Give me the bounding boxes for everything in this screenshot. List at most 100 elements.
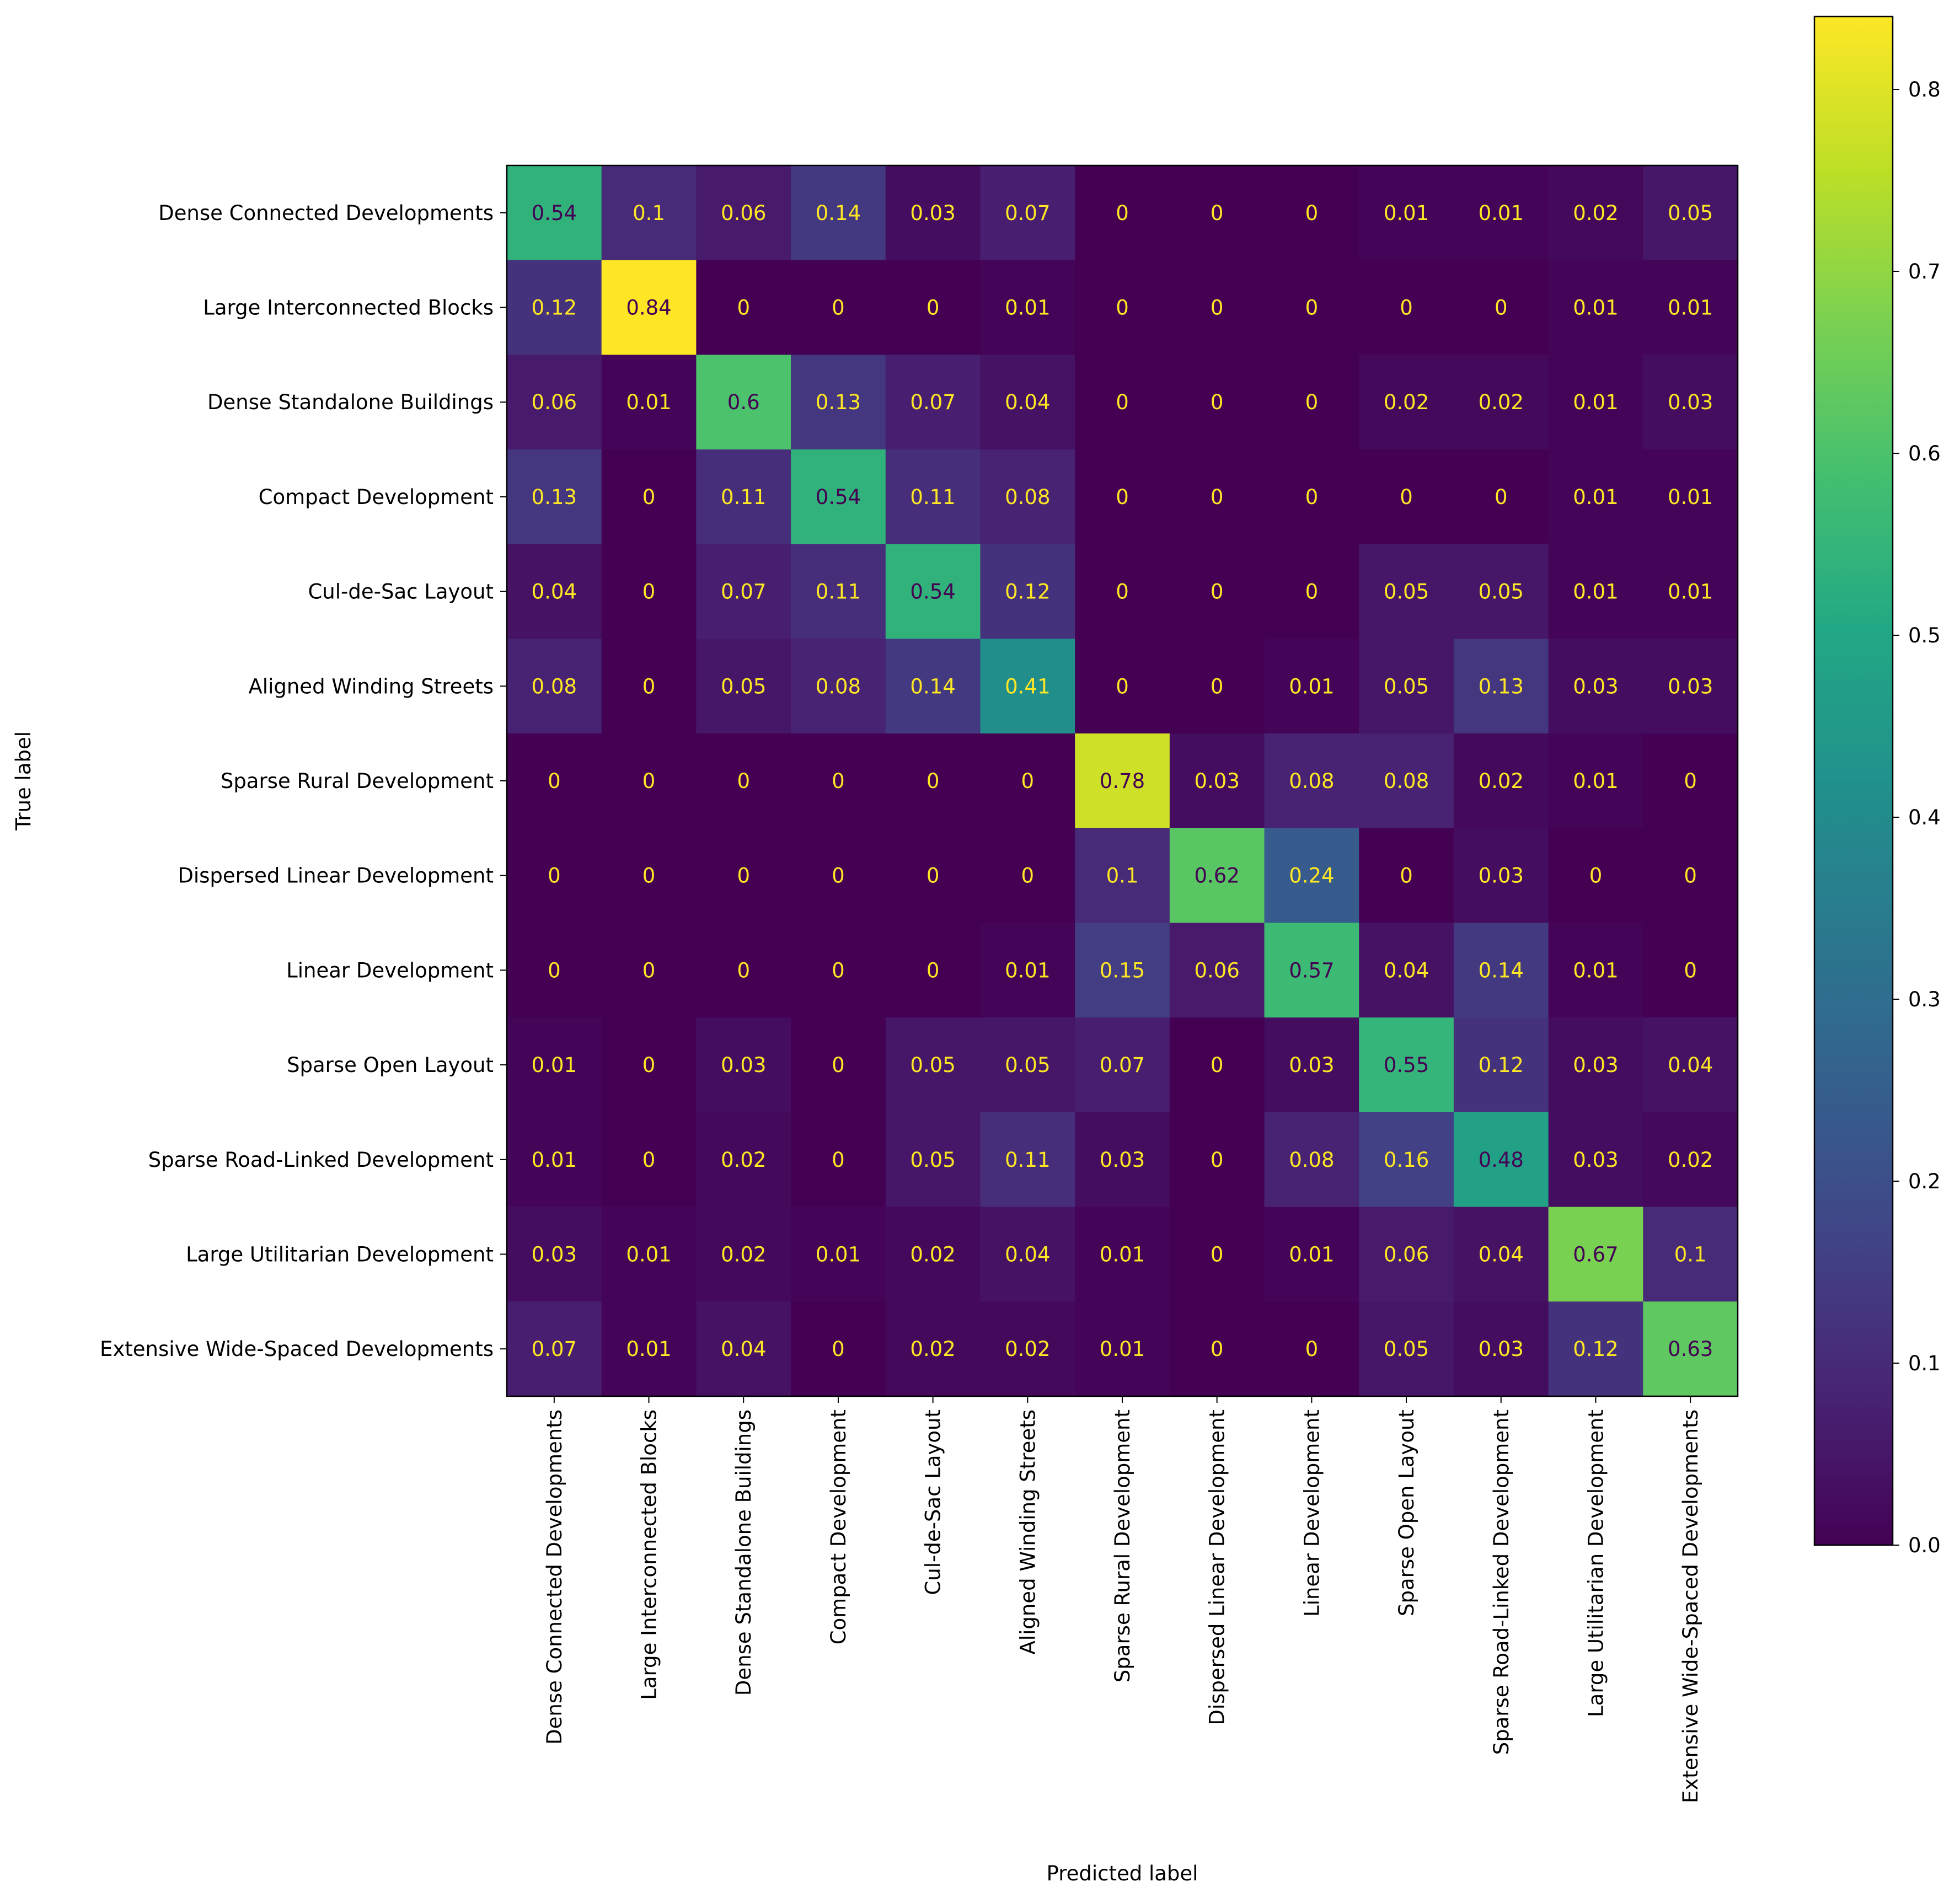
- heatmap-cell: [885, 1207, 981, 1302]
- cell-value: 0.05: [1005, 1053, 1050, 1077]
- cell-value: 0.07: [910, 390, 955, 414]
- x-tick-label: Compact Development: [827, 1409, 850, 1644]
- y-tick-label: Sparse Road-Linked Development: [148, 1148, 494, 1172]
- cell-value: 0: [642, 1148, 656, 1172]
- heatmap-cell: [1643, 260, 1738, 355]
- colorbar-tick-label: 0.7: [1908, 260, 1941, 283]
- cell-value: 0.02: [1668, 1148, 1713, 1172]
- cell-value: 0.01: [1479, 201, 1524, 225]
- cell-value: 0.03: [1479, 864, 1524, 888]
- cell-value: 0: [1495, 485, 1508, 509]
- heatmap-cell: [1643, 923, 1738, 1018]
- heatmap-cell: [507, 1112, 602, 1208]
- cell-value: 0: [737, 958, 750, 982]
- cell-value: 0: [832, 1148, 845, 1172]
- cell-value: 0.01: [816, 1242, 861, 1266]
- cell-value: 0: [1211, 1337, 1224, 1361]
- heatmap-cell: [791, 1112, 886, 1208]
- cell-value: 0.04: [721, 1337, 766, 1361]
- heatmap-cell: [980, 355, 1075, 450]
- heatmap-cell: [601, 1112, 697, 1208]
- cell-value: 0.04: [1479, 1242, 1524, 1266]
- cell-value: 0.1: [633, 201, 665, 225]
- heatmap-cell: [1359, 449, 1454, 545]
- cell-value: 0: [832, 864, 845, 888]
- y-tick-label: Compact Development: [259, 485, 494, 509]
- cell-value: 0.01: [532, 1053, 577, 1077]
- cell-value: 0.12: [1005, 580, 1050, 604]
- heatmap-cell: [1359, 355, 1454, 450]
- heatmap-cell: [1643, 1207, 1738, 1302]
- heatmap-cell: [885, 1301, 981, 1397]
- heatmap-cell: [1643, 165, 1738, 261]
- colorbar-tick-label: 0.5: [1908, 624, 1941, 647]
- cell-value: 0.02: [1005, 1337, 1050, 1361]
- cell-value: 0.06: [1384, 1242, 1429, 1266]
- heatmap-cell: [1548, 544, 1643, 640]
- cell-value: 0.01: [1573, 296, 1618, 320]
- cell-value: 0: [1305, 580, 1319, 604]
- heatmap-cell: [885, 923, 981, 1018]
- heatmap-cell: [791, 355, 886, 450]
- cell-value: 0: [1116, 390, 1129, 414]
- heatmap-cell: [507, 544, 602, 640]
- cell-value: 0.08: [1289, 1148, 1334, 1172]
- cell-value: 0: [737, 296, 750, 320]
- cell-value: 0.03: [1668, 390, 1713, 414]
- heatmap-cell: [1548, 355, 1643, 450]
- cell-value: 0: [1116, 674, 1129, 698]
- heatmap-cell: [791, 165, 886, 261]
- cell-value: 0: [642, 1053, 656, 1077]
- cell-value: 0: [642, 769, 656, 793]
- heatmap-cell: [1359, 1301, 1454, 1397]
- heatmap-cell: [885, 828, 981, 924]
- cell-value: 0: [642, 674, 656, 698]
- cell-value: 0.78: [1100, 769, 1145, 793]
- y-tick-label: Linear Development: [286, 958, 494, 982]
- cell-value: 0.1: [1674, 1242, 1707, 1266]
- cell-value: 0.03: [1668, 674, 1713, 698]
- heatmap-cell: [885, 260, 981, 355]
- cell-value: 0.03: [1289, 1053, 1334, 1077]
- cell-value: 0.05: [1479, 580, 1524, 604]
- cell-value: 0.05: [1384, 580, 1429, 604]
- x-tick-label: Extensive Wide-Spaced Developments: [1679, 1409, 1702, 1803]
- heatmap-cell: [1548, 733, 1643, 829]
- heatmap-cell: [885, 165, 981, 261]
- colorbar-tick-label: 0.8: [1908, 78, 1941, 101]
- colorbar-ticks: 0.0 0.1 0.2 0.3 0.4 0.5 0.6 0.7 0.8: [1893, 78, 1941, 1557]
- heatmap-cell: [1075, 355, 1170, 450]
- heatmap-cell: [1359, 923, 1454, 1018]
- cell-value: 0: [737, 769, 750, 793]
- cell-value: 0.01: [1289, 674, 1334, 698]
- cell-value: 0: [1400, 864, 1413, 888]
- heatmap-cell: [885, 733, 981, 829]
- heatmap-cell: [601, 733, 697, 829]
- x-tick-label: Dense Standalone Buildings: [732, 1409, 756, 1696]
- heatmap-cell: [1169, 449, 1265, 545]
- cell-value: 0: [642, 580, 656, 604]
- cell-value: 0.01: [1573, 390, 1618, 414]
- cell-value: 0.07: [532, 1337, 577, 1361]
- colorbar-tick-label: 0.3: [1908, 988, 1941, 1011]
- heatmap-cell: [980, 1112, 1075, 1208]
- cell-value: 0: [642, 864, 656, 888]
- cell-value: 0.01: [1384, 201, 1429, 225]
- heatmap-cell: [1359, 260, 1454, 355]
- cell-value: 0: [927, 864, 940, 888]
- cell-value: 0.05: [1668, 201, 1713, 225]
- cell-value: 0.1: [1106, 864, 1139, 888]
- heatmap-cell: [885, 1112, 981, 1208]
- heatmap-cell: [1264, 923, 1359, 1018]
- heatmap-cell: [1548, 639, 1643, 734]
- cell-value: 0.63: [1668, 1337, 1713, 1361]
- heatmap-cell: [696, 355, 791, 450]
- heatmap-cell: [601, 260, 697, 355]
- cell-value: 0: [1400, 485, 1413, 509]
- cell-value: 0: [832, 1053, 845, 1077]
- cell-value: 0.03: [1100, 1148, 1145, 1172]
- cell-value: 0.03: [1573, 1053, 1618, 1077]
- heatmap-cell: [1075, 1301, 1170, 1397]
- heatmap-cell: [507, 355, 602, 450]
- heatmap-cell: [1075, 260, 1170, 355]
